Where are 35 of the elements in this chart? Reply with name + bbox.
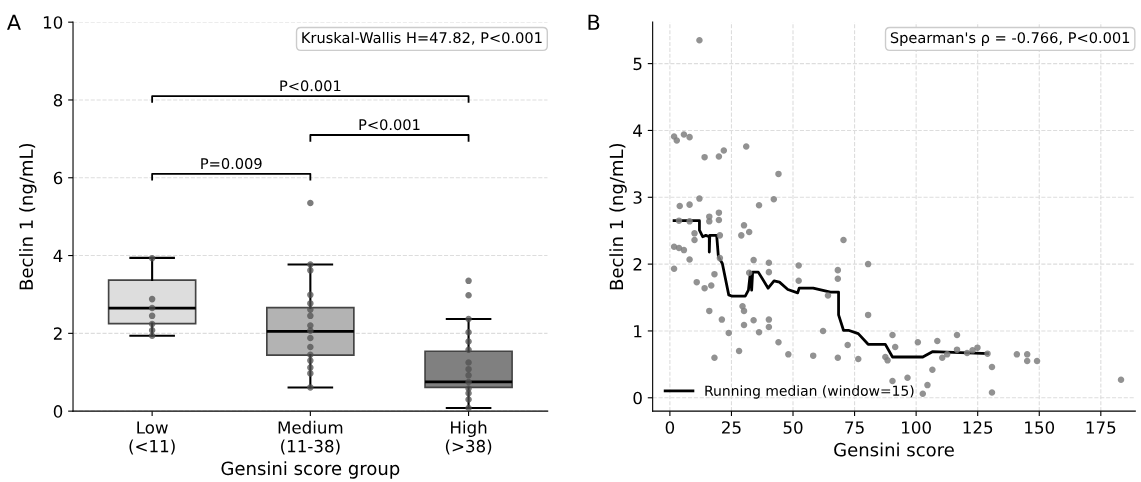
x-tick-label: 25 (722, 421, 741, 434)
x-tick-label: 50 (783, 421, 803, 434)
y-axis-title: Beclin 1 (ng/mL) (19, 143, 37, 290)
y-tick-label: 6 (53, 171, 63, 185)
annotation: Kruskal-Wallis H=47.82, P<0.001 (302, 31, 542, 45)
y-tick-label: 0 (633, 391, 642, 405)
y-tick-label: 2 (633, 258, 642, 271)
annotation: P<0.001 (359, 119, 420, 131)
x-tick-label: 175 (1086, 421, 1116, 434)
x-tick-label: 0 (665, 421, 675, 434)
y-tick-label: 2 (53, 327, 62, 340)
annotation: Spearman's ρ = -0.766, P<0.001 (890, 32, 1130, 47)
y-tick-label: 4 (53, 249, 63, 262)
y-tick-label: 8 (53, 93, 63, 107)
y-axis-title: Beclin 1 (ng/mL) (609, 143, 627, 290)
y-tick-label: 4 (633, 124, 642, 137)
x-tick-label: High (>38) (445, 420, 492, 455)
x-tick-label: Medium (11-38) (278, 420, 343, 455)
x-tick-label: 150 (1025, 421, 1055, 434)
y-tick-label: 3 (633, 191, 642, 204)
x-tick-label: Low (<11) (129, 421, 175, 455)
x-tick-label: 100 (902, 421, 931, 434)
text: B (588, 14, 600, 30)
annotation: P<0.001 (280, 80, 341, 92)
x-tick-label: 125 (963, 421, 993, 434)
x-axis-title: Gensini score group (221, 461, 400, 479)
text: A (7, 14, 21, 30)
x-tick-label: 75 (845, 421, 864, 434)
y-tick-label: 0 (53, 405, 63, 418)
y-tick-label: 5 (633, 57, 642, 71)
annotation: P=0.009 (201, 158, 262, 170)
y-tick-label: 10 (43, 16, 63, 29)
y-tick-label: 1 (634, 325, 642, 338)
legend-label: Running median (window=15) (705, 385, 914, 399)
x-axis-title: Gensini score (834, 442, 954, 457)
